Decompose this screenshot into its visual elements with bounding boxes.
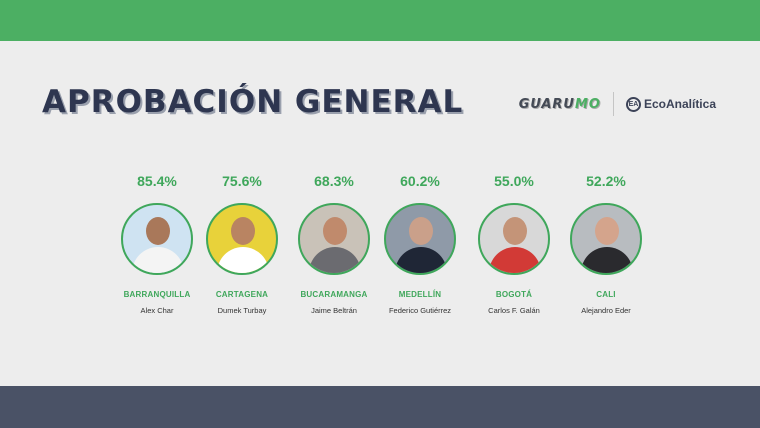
candidate-card: 75.6% CARTAGENA Dumek Turbay xyxy=(187,172,297,316)
candidate-card: 60.2% MEDELLÍN Federico Gutiérrez xyxy=(365,172,475,316)
page-title: APROBACIÓN GENERAL xyxy=(42,84,464,120)
candidate-photo xyxy=(121,203,193,275)
logos: GUARUMO EA EcoAnalítica xyxy=(519,92,716,116)
ecoanalitica-logo: EA EcoAnalítica xyxy=(625,96,716,112)
approval-value-label: 60.2% xyxy=(400,173,440,189)
mayor-name-label: Jaime Beltrán xyxy=(311,306,357,315)
ecoanalitica-logo-text: EcoAnalítica xyxy=(643,97,716,111)
photo-body-shape xyxy=(132,247,184,273)
city-label: BUCARAMANGA xyxy=(300,290,368,299)
guarumo-logo: GUARUMO xyxy=(519,97,601,112)
candidate-photo xyxy=(570,203,642,275)
mayor-name-label: Alejandro Eder xyxy=(581,306,631,315)
candidate-photo xyxy=(478,203,550,275)
city-label: BARRANQUILLA xyxy=(123,290,191,299)
mayor-name-label: Carlos F. Galán xyxy=(488,306,540,315)
bottom-footer-bar xyxy=(0,386,760,428)
photo-body-shape xyxy=(395,247,447,273)
logo-divider xyxy=(612,92,614,116)
approval-value-label: 52.2% xyxy=(586,173,626,189)
photo-head-shape xyxy=(323,217,347,245)
candidate-photo xyxy=(206,203,278,275)
photo-body-shape xyxy=(489,247,541,273)
approval-value-label: 75.6% xyxy=(222,173,262,189)
guarumo-logo-accent: MO xyxy=(574,96,601,112)
photo-head-shape xyxy=(231,217,255,245)
photo-head-shape xyxy=(503,217,527,245)
candidate-card: 52.2% CALI Alejandro Eder xyxy=(551,172,661,316)
photo-head-shape xyxy=(146,217,170,245)
photo-head-shape xyxy=(595,217,619,245)
photo-head-shape xyxy=(409,217,433,245)
candidate-photo xyxy=(384,203,456,275)
photo-body-shape xyxy=(581,247,633,273)
approval-value-label: 55.0% xyxy=(494,173,534,189)
city-label: CALI xyxy=(596,290,616,299)
ecoanalitica-mark-icon: EA xyxy=(625,96,641,112)
candidate-photo xyxy=(298,203,370,275)
photo-body-shape xyxy=(309,247,361,273)
top-green-bar xyxy=(0,0,760,41)
photo-body-shape xyxy=(217,247,269,273)
mayor-name-label: Federico Gutiérrez xyxy=(388,306,452,315)
city-label: MEDELLÍN xyxy=(398,290,442,299)
candidate-card: 55.0% BOGOTÁ Carlos F. Galán xyxy=(459,172,569,316)
guarumo-logo-main: GUARU xyxy=(518,96,575,112)
candidate-card: 85.4% BARRANQUILLA Alex Char xyxy=(102,172,212,316)
city-label: CARTAGENA xyxy=(215,290,269,299)
mayor-name-label: Alex Char xyxy=(140,306,174,315)
mayor-name-label: Dumek Turbay xyxy=(217,306,267,315)
approval-value-label: 85.4% xyxy=(137,173,177,189)
approval-value-label: 68.3% xyxy=(314,173,354,189)
city-label: BOGOTÁ xyxy=(495,290,533,299)
candidate-card: 68.3% BUCARAMANGA Jaime Beltrán xyxy=(279,172,389,316)
